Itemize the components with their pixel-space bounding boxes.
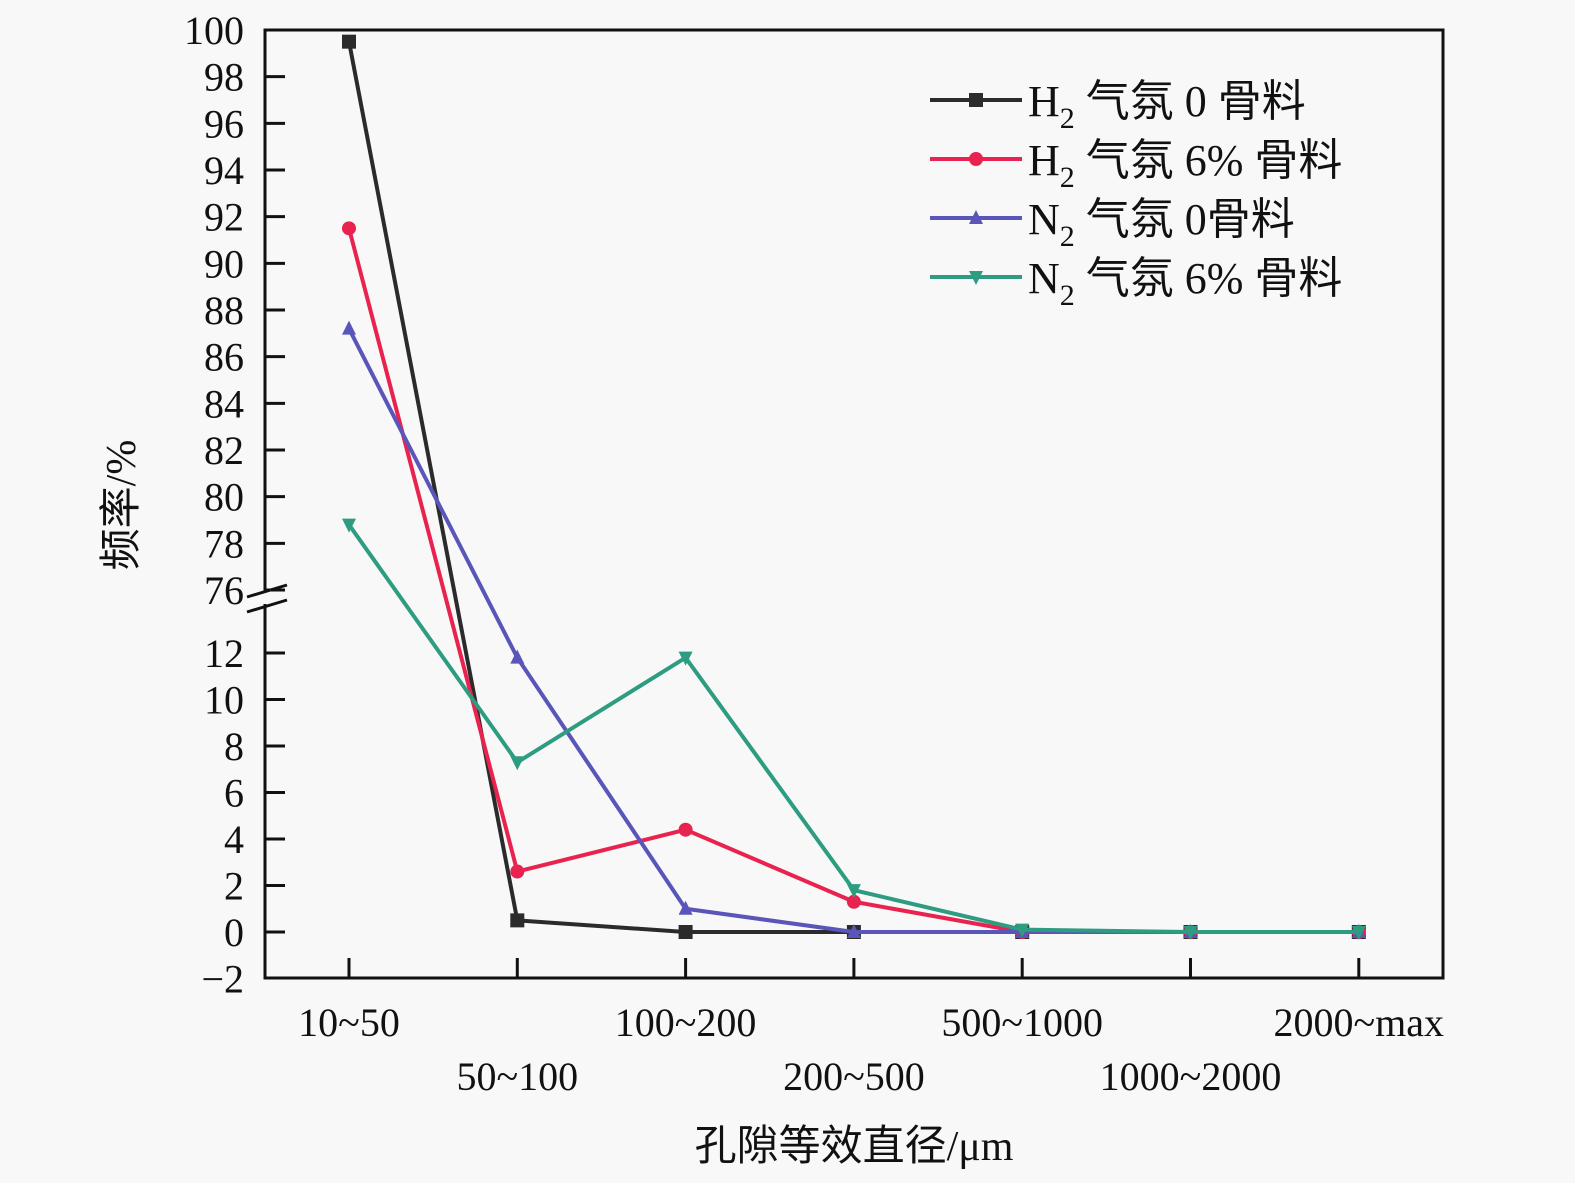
y-tick-label: 94 — [204, 148, 244, 193]
y-tick-label: 82 — [204, 428, 244, 473]
series-line — [347, 523, 1359, 934]
y-tick-label: 78 — [204, 521, 244, 566]
data-point — [510, 649, 525, 664]
legend-label: N2 气氛 6% 骨料 — [1028, 254, 1342, 312]
y-tick-label: 86 — [204, 335, 244, 380]
series-2 — [342, 221, 1366, 939]
data-point — [342, 320, 356, 335]
y-tick-label: 90 — [204, 241, 244, 286]
data-point — [846, 924, 861, 938]
y-tick-label: 98 — [204, 55, 244, 100]
data-point — [510, 756, 525, 771]
y-tick-label: 6 — [224, 771, 244, 816]
legend-marker — [969, 271, 983, 285]
y-tick-label: 84 — [204, 381, 244, 426]
data-point — [342, 34, 356, 49]
x-tick-label: 2000~max — [1274, 1000, 1445, 1045]
data-point — [1015, 923, 1030, 938]
legend-marker — [969, 152, 983, 166]
legend-marker — [969, 93, 983, 107]
y-tick-label: 12 — [204, 631, 244, 676]
x-tick-label: 50~100 — [456, 1054, 578, 1099]
axis-break-mark — [246, 583, 288, 599]
y-tick-label: 100 — [184, 8, 244, 53]
axis-break-gap — [255, 592, 279, 604]
series-3 — [342, 320, 1366, 938]
legend-label: H2 气氛 0 骨料 — [1028, 77, 1306, 135]
x-tick-label: 500~1000 — [941, 1000, 1103, 1045]
legend-item: H2 气氛 6% 骨料 — [930, 136, 1342, 194]
data-point — [342, 518, 356, 533]
y-tick-label: 80 — [204, 475, 244, 520]
x-axis-title: 孔隙等效直径/μm — [695, 1124, 1014, 1170]
legend-item: N2 气氛 6% 骨料 — [930, 254, 1342, 312]
legend-label: H2 气氛 6% 骨料 — [1028, 136, 1342, 194]
legend-item: N2 气氛 0骨料 — [930, 195, 1295, 253]
data-point — [678, 900, 693, 915]
axis-break-mark — [246, 598, 288, 614]
x-tick-label: 1000~2000 — [1100, 1054, 1282, 1099]
y-tick-label: 2 — [224, 864, 244, 909]
x-tick-label: 100~200 — [615, 1000, 757, 1045]
data-point — [510, 913, 525, 928]
y-tick-label: 10 — [204, 678, 244, 723]
y-tick-label: 88 — [204, 288, 244, 333]
legend-item: H2 气氛 0 骨料 — [930, 77, 1306, 135]
x-tick-label: 200~500 — [783, 1054, 925, 1099]
data-point — [846, 884, 861, 899]
data-point — [678, 925, 693, 939]
y-axis-title: 频率/% — [98, 440, 145, 571]
series-4 — [342, 518, 1366, 940]
y-tick-label: 96 — [204, 101, 244, 146]
legend-label: N2 气氛 0骨料 — [1028, 195, 1295, 253]
data-point — [1183, 926, 1198, 940]
data-point — [510, 864, 525, 879]
y-tick-label: −2 — [201, 957, 244, 1002]
data-point — [678, 651, 693, 666]
y-tick-label: 92 — [204, 195, 244, 240]
data-point — [1351, 926, 1366, 940]
x-tick-label: 10~50 — [298, 1000, 400, 1045]
y-tick-label: 76 — [204, 568, 244, 613]
data-point — [678, 822, 693, 837]
data-point — [342, 221, 356, 236]
legend-marker — [969, 210, 983, 224]
y-tick-label: 8 — [224, 724, 244, 769]
y-tick-label: 4 — [224, 817, 244, 862]
y-tick-label: 0 — [224, 910, 244, 955]
data-point — [846, 894, 861, 909]
